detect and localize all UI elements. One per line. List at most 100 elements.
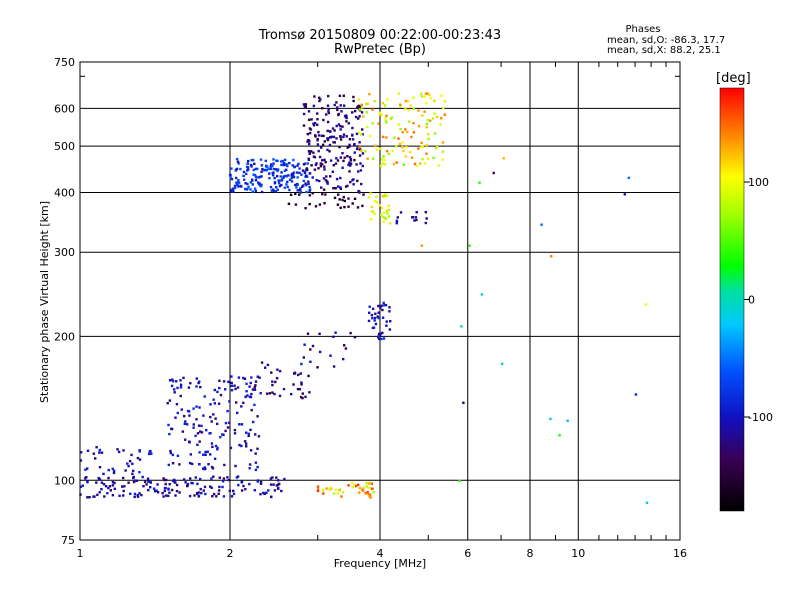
data-point: [226, 426, 230, 429]
data-point: [123, 485, 126, 488]
data-point: [376, 148, 379, 152]
data-point: [250, 376, 253, 379]
data-point: [244, 488, 247, 491]
data-point: [276, 188, 279, 191]
data-point: [348, 156, 352, 159]
data-point: [385, 114, 388, 117]
data-point: [214, 444, 218, 448]
data-point: [432, 156, 435, 160]
data-point: [230, 167, 233, 170]
data-point: [188, 414, 191, 417]
data-point: [271, 476, 274, 479]
data-point: [333, 129, 336, 132]
data-point: [247, 434, 250, 438]
data-point: [307, 139, 310, 142]
data-point: [145, 483, 148, 486]
data-point: [260, 170, 263, 173]
data-point: [236, 160, 240, 163]
data-point: [356, 106, 359, 109]
data-point: [286, 180, 289, 184]
data-point: [174, 416, 177, 419]
data-point: [423, 95, 427, 98]
data-point: [176, 386, 179, 390]
data-point: [288, 178, 292, 181]
data-point: [122, 494, 125, 497]
data-point: [168, 432, 171, 436]
data-point: [209, 485, 212, 488]
data-point: [433, 132, 437, 135]
data-point: [411, 216, 414, 219]
data-point: [191, 482, 194, 485]
data-point: [244, 182, 247, 185]
data-point: [247, 185, 250, 188]
data-point: [325, 113, 328, 116]
data-point: [377, 334, 380, 338]
data-point: [388, 215, 391, 218]
data-point: [341, 166, 344, 169]
phase-line-o: mean, sd,O: -86.3, 17.7: [607, 35, 725, 46]
data-point: [235, 176, 238, 180]
data-point: [351, 202, 354, 205]
data-point: [215, 495, 218, 498]
data-point: [308, 142, 311, 146]
data-point: [360, 111, 364, 114]
data-point: [291, 172, 294, 175]
data-point: [306, 140, 309, 143]
data-point: [558, 434, 561, 437]
data-point: [124, 469, 127, 472]
data-point: [286, 185, 289, 189]
data-point: [383, 104, 387, 107]
data-point: [301, 185, 304, 188]
data-point: [192, 423, 195, 426]
data-point: [441, 141, 445, 144]
data-point: [623, 193, 626, 196]
data-point: [277, 168, 280, 171]
data-point: [175, 380, 178, 383]
data-point: [230, 190, 233, 193]
data-point: [308, 185, 311, 189]
colorbar-label: [deg]: [716, 71, 751, 86]
data-point: [332, 164, 335, 167]
data-point: [276, 368, 279, 371]
data-point: [102, 472, 105, 476]
data-point: [198, 380, 201, 383]
data-point: [202, 453, 205, 456]
data-point: [130, 453, 133, 457]
data-point: [270, 371, 273, 374]
data-point: [254, 189, 257, 193]
data-point: [397, 92, 401, 95]
data-point: [385, 150, 389, 153]
data-point: [420, 141, 423, 145]
data-point: [209, 415, 212, 419]
data-point: [121, 485, 124, 488]
data-point: [373, 212, 376, 215]
data-point: [316, 118, 319, 121]
data-point: [265, 166, 268, 169]
data-point: [386, 195, 389, 198]
data-point: [366, 102, 369, 105]
data-point: [322, 118, 325, 122]
data-point: [339, 138, 343, 141]
data-point: [278, 184, 282, 188]
data-point: [320, 134, 324, 137]
data-point: [348, 170, 351, 173]
data-point: [343, 205, 346, 209]
colorbar-tick-label: -100: [748, 411, 773, 424]
data-point: [198, 451, 201, 454]
data-point: [351, 481, 354, 485]
data-point: [361, 128, 364, 131]
data-point: [433, 99, 436, 103]
chart-title: Tromsø 20150809 00:22:00-00:23:43: [258, 28, 501, 43]
data-point: [339, 186, 342, 189]
data-point: [150, 452, 153, 455]
data-point: [316, 489, 320, 493]
data-point: [167, 488, 170, 491]
data-point: [229, 174, 232, 177]
data-point: [374, 144, 377, 147]
data-point: [382, 211, 386, 215]
data-point: [254, 452, 257, 455]
data-point: [211, 445, 214, 448]
data-point: [318, 332, 321, 335]
data-point: [170, 384, 174, 388]
data-point: [293, 371, 297, 374]
